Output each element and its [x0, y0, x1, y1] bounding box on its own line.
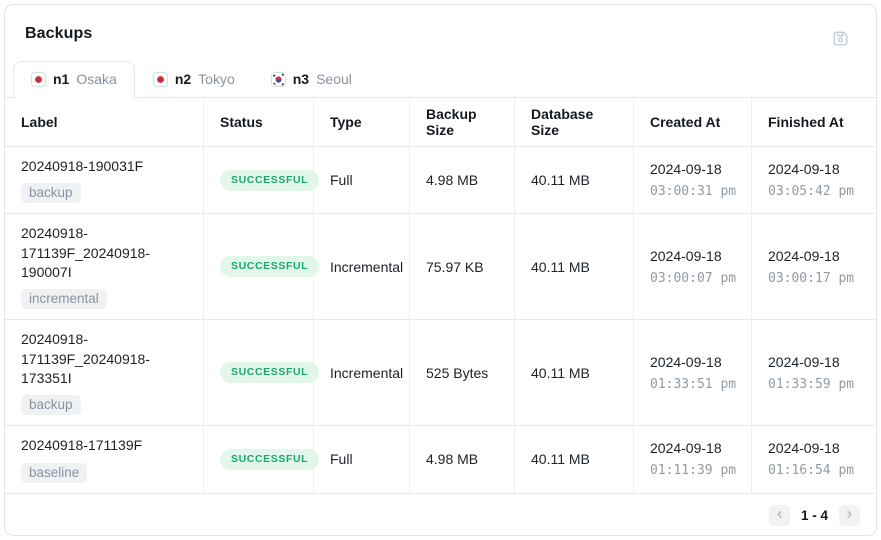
column-header-status: Status [204, 98, 314, 147]
backup-size-cell: 525 Bytes [410, 320, 515, 427]
database-size-cell: 40.11 MB [515, 147, 634, 215]
created-at-cell: 2024-09-18 01:11:39 pm [634, 426, 752, 494]
chevron-right-icon [844, 508, 855, 523]
type-cell: Incremental [314, 214, 410, 321]
status-badge: SUCCESSFUL [220, 448, 320, 470]
tab-city-label: Osaka [76, 71, 117, 87]
page-title: Backups [25, 25, 93, 42]
backups-table: Label Status Type Backup Size Database S… [5, 98, 876, 494]
finished-date: 2024-09-18 [768, 440, 840, 457]
save-icon [831, 31, 850, 51]
created-at-cell: 2024-09-18 03:00:07 pm [634, 214, 752, 321]
tab-node-label: n3 [292, 71, 310, 87]
type-cell: Incremental [314, 320, 410, 427]
backup-tag-badge: incremental [21, 289, 107, 310]
finished-at-cell: 2024-09-18 03:00:17 pm [752, 214, 876, 321]
tab-node-label: n1 [53, 71, 70, 87]
finished-time: 01:33:59 pm [768, 376, 855, 392]
backup-tag-badge: baseline [21, 462, 88, 483]
chevron-left-icon [774, 508, 785, 523]
label-cell: 20240918-171139F baseline [5, 426, 204, 494]
tab-node-label: n2 [174, 71, 192, 87]
created-at-cell: 2024-09-18 01:33:51 pm [634, 320, 752, 427]
japan-flag-icon [31, 71, 46, 87]
database-size-cell: 40.11 MB [515, 214, 634, 321]
created-time: 03:00:07 pm [650, 270, 737, 286]
korea-flag-icon [270, 71, 286, 87]
finished-time: 01:16:54 pm [768, 463, 855, 479]
finished-date: 2024-09-18 [768, 247, 840, 264]
finished-at-cell: 2024-09-18 01:33:59 pm [752, 320, 876, 427]
column-header-database-size: Database Size [515, 98, 634, 147]
column-header-type: Type [314, 98, 410, 147]
table-row: 20240918-190031F backup SUCCESSFUL Full … [5, 147, 876, 215]
finished-at-cell: 2024-09-18 03:05:42 pm [752, 147, 876, 215]
database-size-cell: 40.11 MB [515, 426, 634, 494]
backups-card: Backups n1 Osaka [4, 4, 877, 536]
status-cell: SUCCESSFUL [204, 147, 320, 215]
next-page-button[interactable] [839, 504, 860, 526]
table-row: 20240918-171139F baseline SUCCESSFUL Ful… [5, 426, 876, 494]
created-date: 2024-09-18 [650, 161, 722, 178]
created-at-cell: 2024-09-18 03:00:31 pm [634, 147, 752, 215]
backup-size-cell: 75.97 KB [410, 214, 515, 321]
table-row: 20240918-171139F_20240918-190007I increm… [5, 214, 876, 321]
status-badge: SUCCESSFUL [220, 256, 320, 278]
backup-tag-badge: backup [21, 183, 81, 204]
backup-label: 20240918-190031F [21, 158, 144, 174]
card-header: Backups [5, 5, 876, 61]
pagination: 1 - 4 [5, 494, 876, 536]
status-cell: SUCCESSFUL [204, 214, 320, 321]
column-header-finished-at: Finished At [752, 98, 876, 147]
backup-label: 20240918-171139F [21, 437, 143, 454]
table-row: 20240918-171139F_20240918-173351I backup… [5, 320, 876, 427]
japan-flag-icon [152, 71, 168, 87]
status-badge: SUCCESSFUL [220, 169, 320, 191]
label-cell: 20240918-171139F_20240918-190007I increm… [5, 214, 204, 321]
backup-size-cell: 4.98 MB [410, 147, 515, 215]
column-header-created-at: Created At [634, 98, 752, 147]
created-date: 2024-09-18 [650, 247, 722, 264]
tab-n3-seoul[interactable]: n3 Seoul [253, 61, 370, 97]
created-time: 03:00:31 pm [650, 184, 737, 200]
finished-date: 2024-09-18 [768, 161, 840, 178]
type-cell: Full [314, 147, 410, 215]
finished-time: 03:00:17 pm [768, 270, 855, 286]
status-cell: SUCCESSFUL [204, 426, 320, 494]
table-header-row: Label Status Type Backup Size Database S… [5, 98, 876, 147]
finished-at-cell: 2024-09-18 01:16:54 pm [752, 426, 876, 494]
tab-city-label: Tokyo [198, 71, 235, 87]
tab-city-label: Seoul [316, 71, 352, 87]
backup-size-cell: 4.98 MB [410, 426, 515, 494]
page-range-label: 1 - 4 [800, 507, 828, 523]
node-tabs: n1 Osaka n2 Tokyo [5, 61, 876, 98]
backup-tag-badge: backup [21, 395, 81, 416]
label-cell: 20240918-190031F backup [5, 147, 204, 215]
backup-label: 20240918-171139F_20240918-173351I [21, 331, 150, 386]
finished-date: 2024-09-18 [768, 353, 840, 370]
save-button[interactable] [829, 27, 852, 53]
created-date: 2024-09-18 [650, 353, 722, 370]
column-header-backup-size: Backup Size [410, 98, 515, 147]
status-cell: SUCCESSFUL [204, 320, 320, 427]
tab-n1-osaka[interactable]: n1 Osaka [13, 61, 135, 98]
created-time: 01:33:51 pm [650, 376, 737, 392]
prev-page-button[interactable] [768, 504, 790, 526]
column-header-label: Label [5, 98, 204, 147]
label-cell: 20240918-171139F_20240918-173351I backup [5, 320, 204, 427]
status-badge: SUCCESSFUL [220, 362, 320, 384]
type-cell: Full [314, 426, 410, 494]
finished-time: 03:05:42 pm [768, 184, 855, 200]
created-date: 2024-09-18 [650, 440, 722, 457]
backup-label: 20240918-171139F_20240918-190007I [21, 225, 150, 280]
tab-n2-tokyo[interactable]: n2 Tokyo [135, 61, 253, 97]
database-size-cell: 40.11 MB [515, 320, 634, 427]
created-time: 01:11:39 pm [650, 463, 737, 479]
